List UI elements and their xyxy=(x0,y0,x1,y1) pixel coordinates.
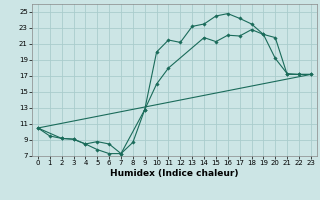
X-axis label: Humidex (Indice chaleur): Humidex (Indice chaleur) xyxy=(110,169,239,178)
